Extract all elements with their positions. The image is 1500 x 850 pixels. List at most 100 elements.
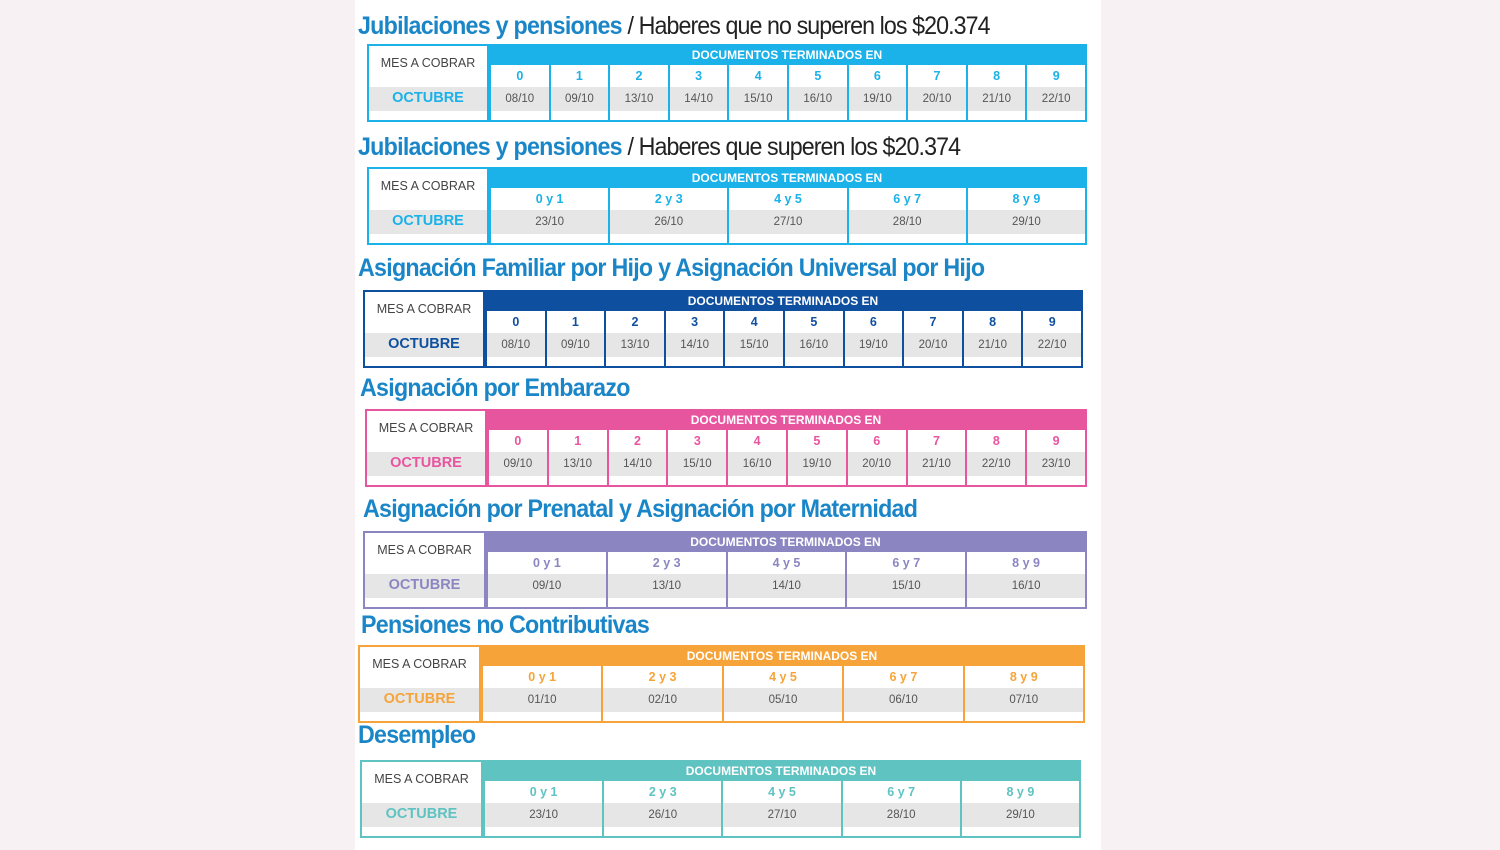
payment-date: 08/10 xyxy=(487,333,545,357)
document-digit: 1 xyxy=(575,69,583,83)
digit-column: 7 20/10 xyxy=(902,311,962,366)
digit-column: 2 y 3 26/10 xyxy=(602,781,722,836)
digit-column: 1 09/10 xyxy=(548,65,609,120)
digit-column: 6 y 7 28/10 xyxy=(846,188,966,243)
payment-date: 15/10 xyxy=(729,87,787,111)
digit-column: 2 13/10 xyxy=(604,311,664,366)
month-label: OCTUBRE xyxy=(388,577,461,593)
documents-header: DOCUMENTOS TERMINADOS EN xyxy=(489,169,1085,188)
document-digit: 4 xyxy=(750,315,758,329)
section-title-main: Asignación por Prenatal y Asignación por… xyxy=(363,495,918,523)
schedule-table: MES A COBRAR OCTUBRE DOCUMENTOS TERMINAD… xyxy=(363,531,1087,609)
document-digit: 9 xyxy=(1052,434,1060,448)
document-digit: 0 y 1 xyxy=(528,670,557,684)
payment-date: 14/10 xyxy=(669,87,728,111)
document-digit: 9 xyxy=(1048,315,1056,329)
payment-date: 14/10 xyxy=(727,574,846,598)
document-digit: 5 xyxy=(813,434,821,448)
digit-column: 7 21/10 xyxy=(905,430,966,485)
payment-date: 07/10 xyxy=(964,688,1083,712)
payment-date: 02/10 xyxy=(603,688,722,712)
payment-date: 21/10 xyxy=(907,452,966,476)
digit-column: 0 09/10 xyxy=(487,430,547,485)
digit-column: 0 08/10 xyxy=(489,65,549,120)
payment-date: 23/10 xyxy=(491,210,609,234)
month-row-bg xyxy=(365,333,483,357)
payment-date: 15/10 xyxy=(668,452,727,476)
document-digit: 5 xyxy=(814,69,822,83)
payment-date: 27/10 xyxy=(723,803,841,827)
document-digit: 8 xyxy=(993,69,1001,83)
document-digit: 8 y 9 xyxy=(1012,192,1041,206)
section-title: Asignación por Prenatal y Asignación por… xyxy=(363,495,918,524)
digit-column: 6 19/10 xyxy=(842,311,903,366)
digit-column: 2 y 3 26/10 xyxy=(608,188,728,243)
digit-column: 4 y 5 14/10 xyxy=(725,552,846,607)
section-title: Asignación Familiar por Hijo y Asignació… xyxy=(358,254,985,283)
section-title: Desempleo xyxy=(358,721,476,750)
document-digit: 2 xyxy=(635,69,643,83)
section-title-main: Jubilaciones y pensiones xyxy=(358,12,623,40)
digit-column: 4 y 5 27/10 xyxy=(727,188,847,243)
section-title: Jubilaciones y pensiones / Haberes que s… xyxy=(358,133,961,162)
document-digit: 7 xyxy=(933,69,941,83)
digit-column: 3 14/10 xyxy=(667,65,728,120)
document-digit: 8 xyxy=(989,315,997,329)
digit-column: 8 y 9 29/10 xyxy=(959,781,1079,836)
month-label: OCTUBRE xyxy=(383,691,456,707)
payment-date: 28/10 xyxy=(842,803,960,827)
document-digit: 2 xyxy=(631,315,639,329)
month-column: MES A COBRAR OCTUBRE xyxy=(365,292,485,366)
mes-a-cobrar-label: MES A COBRAR xyxy=(374,772,469,786)
documents-area: DOCUMENTOS TERMINADOS EN 0 y 1 23/10 2 y… xyxy=(489,169,1085,243)
document-digit: 2 y 3 xyxy=(648,785,677,799)
digit-column: 3 15/10 xyxy=(666,430,727,485)
digit-column: 8 21/10 xyxy=(961,311,1022,366)
document-digit: 9 xyxy=(1052,69,1060,83)
digit-column: 5 19/10 xyxy=(786,430,846,485)
section-title-main: Pensiones no Contributivas xyxy=(361,611,650,639)
payment-date: 13/10 xyxy=(548,452,607,476)
document-digit: 5 xyxy=(810,315,818,329)
document-digit: 2 y 3 xyxy=(648,670,677,684)
document-digit: 2 xyxy=(634,434,641,448)
month-column: MES A COBRAR OCTUBRE xyxy=(362,762,483,836)
document-digit: 3 xyxy=(693,434,701,448)
documents-header: DOCUMENTOS TERMINADOS EN xyxy=(483,762,1079,781)
payment-date: 26/10 xyxy=(610,210,728,234)
document-digit: 6 y 7 xyxy=(889,670,918,684)
digit-column: 9 22/10 xyxy=(1021,311,1081,366)
digit-column: 5 16/10 xyxy=(787,65,847,120)
digit-column: 1 09/10 xyxy=(544,311,605,366)
document-digit: 7 xyxy=(933,434,940,448)
payment-date: 15/10 xyxy=(725,333,783,357)
month-row-bg xyxy=(365,574,484,598)
digit-column: 3 14/10 xyxy=(663,311,724,366)
document-digit: 1 xyxy=(571,315,579,329)
payment-date: 28/10 xyxy=(848,210,966,234)
documents-header: DOCUMENTOS TERMINADOS EN xyxy=(481,647,1083,666)
mes-a-cobrar-label: MES A COBRAR xyxy=(376,302,472,316)
section-subtitle: / Haberes que superen los $20.374 xyxy=(627,133,961,161)
document-digit: 4 xyxy=(754,69,762,83)
payment-date: 13/10 xyxy=(610,87,668,111)
payment-date: 21/10 xyxy=(963,333,1022,357)
documents-header: DOCUMENTOS TERMINADOS EN xyxy=(486,533,1085,552)
digit-column: 4 16/10 xyxy=(726,430,786,485)
digit-column: 4 y 5 27/10 xyxy=(721,781,841,836)
document-digit: 2 y 3 xyxy=(652,556,681,570)
digit-column: 0 08/10 xyxy=(485,311,545,366)
month-label: OCTUBRE xyxy=(392,213,464,229)
document-digit: 6 xyxy=(873,434,881,448)
payment-date: 05/10 xyxy=(723,688,843,712)
document-digit: 2 y 3 xyxy=(654,192,683,206)
payment-date: 27/10 xyxy=(729,210,847,234)
payment-date: 16/10 xyxy=(967,574,1085,598)
mes-a-cobrar-label: MES A COBRAR xyxy=(380,56,476,70)
document-digit: 4 y 5 xyxy=(774,192,802,206)
digit-column: 1 13/10 xyxy=(546,430,607,485)
payment-date: 26/10 xyxy=(604,803,722,827)
document-digit: 6 y 7 xyxy=(893,192,922,206)
digit-column: 4 15/10 xyxy=(723,311,783,366)
payment-date: 01/10 xyxy=(483,688,602,712)
